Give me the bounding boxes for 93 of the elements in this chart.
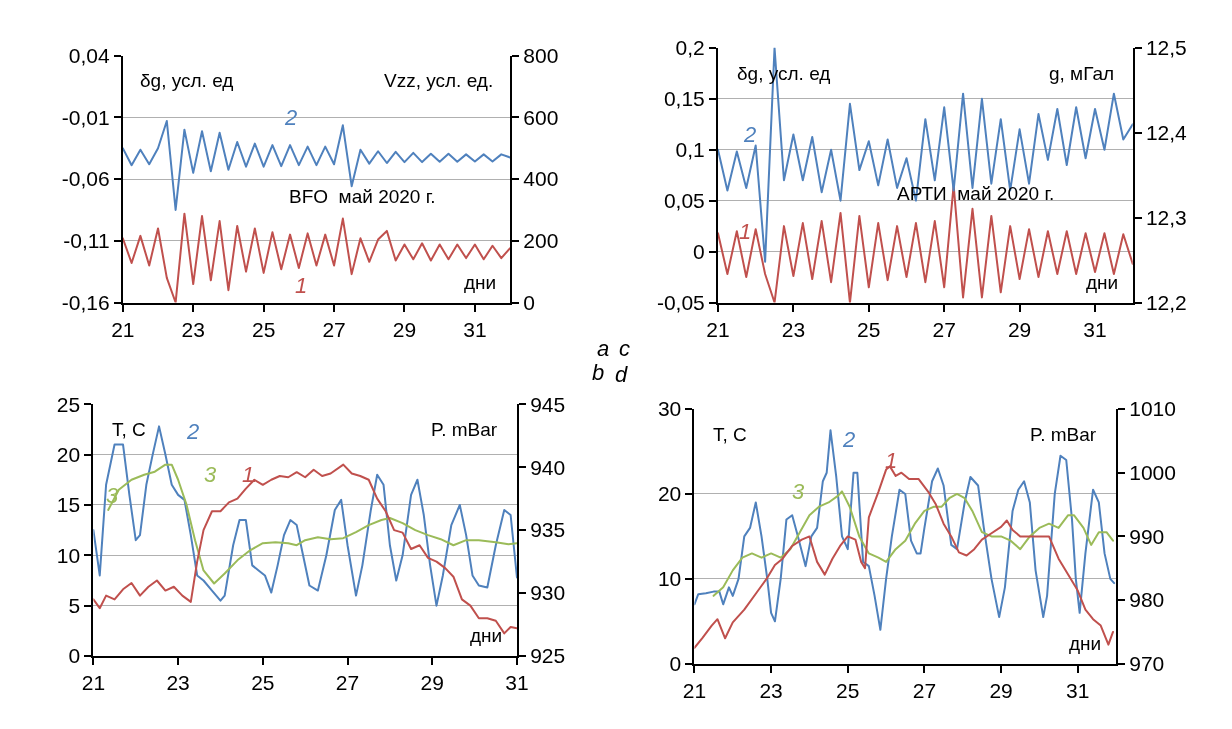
y2-tick-label: 12,2 (1145, 290, 1187, 314)
y-axis-title: T, С (112, 419, 146, 440)
x-tick-label: 21 (682, 678, 707, 702)
x-tick-label: 29 (420, 671, 444, 695)
x-axis-title: дни (1069, 633, 1102, 654)
y2-tick-label: 940 (530, 455, 566, 479)
y-tick-label: 20 (657, 482, 682, 506)
y2-tick-label: 945 (530, 392, 566, 416)
line-series (717, 47, 1133, 263)
x-tick-label: 23 (181, 317, 205, 341)
series-label: 2 (284, 105, 298, 130)
y-tick-label: -0,16 (61, 290, 110, 314)
x-tick-label: 25 (836, 678, 860, 702)
y-tick-label: 0,04 (68, 43, 110, 67)
y2-tick-label: 1000 (1129, 461, 1176, 485)
x-tick-label: 25 (251, 317, 276, 341)
y-tick-label: -0,05 (656, 290, 705, 314)
y2-axis-title: P. mBar (431, 419, 498, 440)
y-tick-label: 15 (56, 493, 81, 517)
series-label: 2 (186, 419, 200, 444)
series-label: 1 (739, 219, 752, 244)
x-axis-title: дни (1086, 272, 1119, 293)
x-tick-label: 23 (759, 678, 783, 702)
x-tick-label: 27 (912, 678, 937, 702)
y-axis-title: δg, усл. ед (140, 70, 234, 91)
y2-tick-label: 12,4 (1145, 121, 1188, 145)
x-axis-title: дни (470, 625, 503, 646)
y2-tick-label: 925 (530, 644, 566, 668)
y-tick-label: -0,06 (61, 167, 110, 191)
y-tick-label: -0,11 (63, 229, 110, 253)
y-tick-label: -0,01 (61, 105, 110, 129)
y2-tick-label: 200 (523, 229, 559, 253)
x-tick-label: 21 (111, 317, 135, 341)
x-tick-label: 25 (251, 671, 275, 695)
x-tick-label: 21 (706, 317, 730, 341)
x-tick-label: 27 (335, 671, 360, 695)
y-tick-label: 25 (56, 392, 81, 416)
x-tick-label: 31 (1066, 678, 1090, 702)
line-series (694, 429, 1116, 631)
x-tick-label: 31 (505, 671, 529, 695)
y2-tick-label: 990 (1129, 524, 1165, 548)
line-series (93, 425, 517, 607)
y-tick-label: 0,1 (675, 138, 705, 162)
line-series (107, 463, 517, 585)
text: a (597, 336, 610, 361)
y2-axis-title: g, мГал (1049, 63, 1115, 84)
y-tick-label: 0,2 (675, 36, 705, 60)
y-tick-label: 0 (68, 644, 81, 668)
x-tick-label: 29 (989, 678, 1013, 702)
text: c (619, 336, 630, 361)
x-tick-label: 23 (166, 671, 190, 695)
x-tick-label: 31 (1083, 317, 1107, 341)
y-tick-label: 0,05 (663, 189, 705, 212)
y2-tick-label: 970 (1129, 652, 1165, 676)
x-tick-label: 27 (322, 317, 346, 341)
text: d (615, 362, 628, 387)
text: b (592, 360, 605, 385)
y-tick-label: 0 (693, 239, 705, 263)
y2-axis-title: P. mBar (1030, 424, 1097, 445)
y2-tick-label: 800 (523, 43, 559, 67)
x-tick-label: 25 (857, 317, 881, 341)
x-tick-label: 21 (81, 671, 106, 695)
y2-tick-label: 12,3 (1145, 205, 1187, 229)
y2-tick-label: 600 (523, 105, 559, 129)
y2-tick-label: 400 (523, 167, 559, 191)
text: 3 (204, 462, 217, 487)
series-label: 2 (842, 427, 856, 452)
y2-tick-label: 935 (530, 518, 566, 542)
y-tick-label: 5 (68, 594, 81, 618)
y-tick-label: 10 (657, 567, 682, 591)
x-tick-label: 27 (932, 317, 956, 341)
x-tick-label: 23 (781, 317, 806, 341)
y-axis-title: T, С (713, 424, 747, 445)
y-tick-label: 30 (657, 397, 682, 421)
y2-tick-label: 1010 (1129, 397, 1176, 421)
x-tick-label: 29 (1007, 317, 1032, 341)
series-label: 1 (242, 462, 255, 487)
y2-tick-label: 12,5 (1145, 36, 1187, 60)
y-tick-label: 20 (56, 442, 81, 466)
series-label: 3 (792, 479, 805, 504)
y2-tick-label: 930 (530, 581, 566, 605)
text: BFO май 2020 г. (289, 186, 436, 207)
y2-tick-label: 0 (523, 290, 535, 314)
x-tick-label: 29 (392, 317, 417, 341)
series-label: 2 (743, 122, 757, 147)
y-tick-label: 0,15 (663, 87, 705, 111)
y2-tick-label: 980 (1129, 588, 1165, 612)
y-tick-label: 0 (669, 652, 682, 676)
x-tick-label: 31 (463, 317, 487, 341)
y2-axis-title: Vzz, усл. ед. (384, 70, 494, 91)
x-axis-title: дни (464, 272, 497, 293)
series-label: 1 (295, 273, 308, 298)
y-tick-label: 10 (56, 543, 81, 567)
